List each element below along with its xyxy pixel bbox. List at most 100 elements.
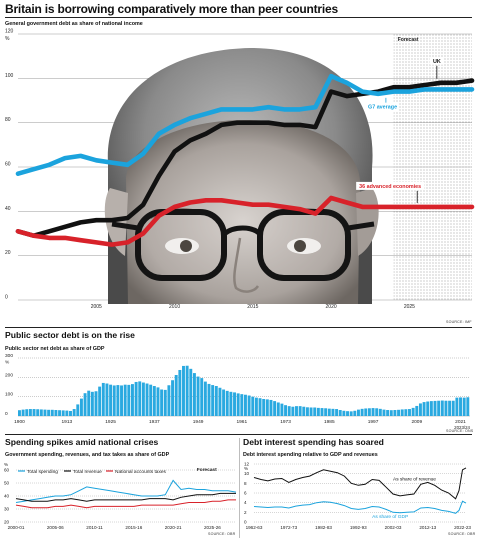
psnd-bar: [364, 408, 368, 416]
int-xtick-label: 1982-83: [315, 525, 332, 530]
psnd-bar: [109, 384, 113, 416]
psnd-bar: [145, 383, 149, 416]
spend-series-line-0: [15, 479, 237, 503]
psnd-xtick-label: 1997: [368, 419, 379, 425]
psnd-bar: [276, 402, 280, 416]
psnd-bar: [378, 408, 382, 416]
spend-ytick-label: 50: [4, 481, 10, 486]
psnd-bar: [189, 368, 193, 416]
main-ytick-label: 100: [5, 73, 14, 79]
psnd-bar: [393, 410, 397, 416]
psnd-bar: [422, 402, 426, 416]
psnd-bar: [397, 409, 401, 416]
psnd-xtick-label: 1937: [149, 419, 160, 425]
psnd-bar: [156, 387, 160, 416]
psnd-bar: [389, 410, 393, 416]
psnd-bar: [123, 384, 127, 416]
int-xtick-label: 1962-63: [246, 525, 263, 530]
psnd-bar: [386, 410, 390, 416]
psnd-bar: [426, 401, 430, 416]
psnd-bar: [295, 406, 298, 416]
psnd-bar: [43, 409, 47, 416]
uk-label-bg: [429, 56, 444, 65]
int-revenue-label: As share of revenue: [393, 476, 436, 482]
psnd-xtick-label: 2021: [455, 419, 466, 425]
psnd-bar: [404, 409, 408, 416]
psnd-bar: [32, 409, 36, 416]
spend-legend-label-2: National accounts taxes: [115, 469, 167, 475]
spend-ytick-label: 20: [4, 520, 10, 525]
psnd-bar: [192, 373, 196, 416]
psnd-bar: [203, 381, 207, 416]
psnd-bar: [346, 411, 349, 416]
psnd-xtick-label: 1961: [236, 419, 247, 425]
int-xtick-label: 1972-73: [280, 525, 297, 530]
psnd-bar: [76, 404, 80, 416]
psnd-xtick-label: 1973: [280, 419, 291, 425]
spending-source: SOURCE: OBR: [208, 532, 236, 536]
psnd-bar: [244, 394, 247, 416]
psnd-yunit: %: [5, 360, 10, 366]
main-ytick-label: 80: [5, 117, 11, 123]
psnd-bar: [324, 408, 328, 416]
interest-line-chart: 0 2 4 6 8 10 12% 1962-63 1972-73 1982-83 1992-93 20…: [244, 462, 471, 531]
spend-yunit: %: [4, 462, 8, 467]
psnd-bar: [305, 407, 309, 416]
psnd-bar: [28, 409, 32, 416]
psnd-bar: [196, 376, 200, 416]
psnd-bar: [149, 384, 153, 416]
psnd-bar: [61, 410, 65, 416]
psnd-ytick-label: 200: [5, 372, 13, 378]
psnd-bar: [247, 395, 251, 416]
psnd-bar: [225, 390, 229, 416]
psnd-bar: [371, 408, 375, 416]
psnd-bar: [141, 382, 145, 416]
psnd-bar: [207, 383, 211, 416]
psnd-bar: [138, 381, 142, 416]
psnd-bar-chart: 0 100 200 300% 1900 1913 1925 1937 1949 1961 1973 1…: [5, 353, 471, 430]
psnd-bar: [112, 385, 116, 416]
uk-series-label: UK: [433, 59, 441, 65]
psnd-bar: [87, 390, 91, 416]
psnd-bar: [313, 407, 317, 416]
int-ytick-label: 10: [244, 471, 250, 476]
main-source: SOURCE: IMF: [446, 320, 472, 324]
psnd-bar: [98, 386, 102, 416]
psnd-bar: [466, 397, 470, 416]
psnd-bar: [39, 409, 43, 416]
psnd-bar: [222, 389, 226, 416]
psnd-bar: [18, 410, 21, 416]
psnd-bar: [83, 393, 87, 416]
main-xtick-label: 2010: [169, 304, 180, 310]
int-ytick-label: 2: [244, 510, 247, 515]
psnd-ytick-label: 300: [5, 353, 13, 359]
int-yunit: %: [244, 466, 248, 471]
psnd-ytick-label: 100: [5, 392, 13, 398]
psnd-bar: [269, 399, 273, 416]
psnd-bar: [342, 410, 346, 416]
psnd-bar: [178, 369, 182, 416]
psnd-bar: [437, 400, 441, 416]
psnd-bar: [50, 409, 54, 416]
main-yunit: %: [5, 36, 10, 42]
psnd-bar: [163, 389, 167, 416]
psnd-bar: [185, 365, 189, 416]
int-xtick-label: 2022-23: [454, 525, 471, 530]
spend-xtick-label: 2005-06: [47, 525, 64, 530]
psnd-bar: [433, 400, 437, 416]
psnd-bar: [331, 408, 335, 416]
main-xtick-label: 2015: [247, 304, 258, 310]
psnd-bar: [448, 400, 452, 416]
psnd-bar: [101, 382, 105, 416]
spend-xtick-label: 2020-21: [165, 525, 182, 530]
advanced-label-bg: [356, 181, 425, 190]
psnd-xtick-label: 1925: [105, 419, 116, 425]
psnd-bar: [444, 400, 448, 416]
psnd-bar: [120, 385, 123, 416]
g7-series-label: G7 average: [368, 105, 397, 111]
psnd-bar: [200, 378, 204, 416]
psnd-bar: [382, 409, 386, 416]
psnd-bar: [400, 409, 404, 416]
psnd-bar: [327, 408, 331, 416]
psnd-bar: [335, 409, 339, 416]
